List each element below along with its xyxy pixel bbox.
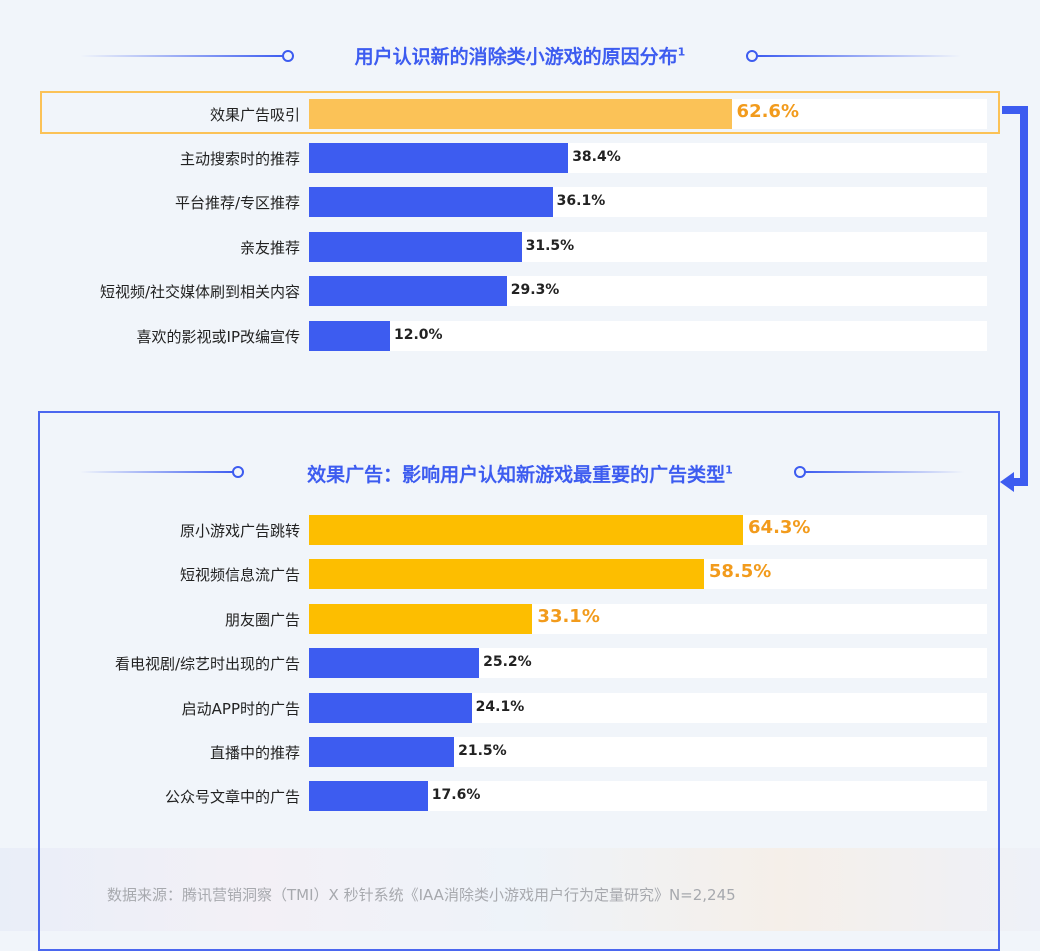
connector-arrow xyxy=(1012,478,1028,486)
value-label: 29.3% xyxy=(510,282,560,298)
bar-row: 主动搜索时的推荐 38.4% xyxy=(0,143,1040,173)
bar xyxy=(309,781,428,811)
category-label: 短视频/社交媒体刷到相关内容 xyxy=(99,283,300,301)
bar-row: 公众号文章中的广告 17.6% xyxy=(0,781,1040,811)
bar xyxy=(309,648,480,678)
bar xyxy=(309,276,507,306)
bar xyxy=(309,99,732,129)
value-label: 24.1% xyxy=(475,699,525,715)
bar xyxy=(309,321,390,351)
value-label: 58.5% xyxy=(708,561,772,582)
bar xyxy=(309,187,553,217)
bar-row: 短视频/社交媒体刷到相关内容 29.3% xyxy=(0,276,1040,306)
data-source: 数据来源：腾讯营销洞察（TMI）X 秒针系统《IAA消除类小游戏用户行为定量研究… xyxy=(107,886,736,904)
detail-frame xyxy=(38,411,1000,951)
category-label: 看电视剧/综艺时出现的广告 xyxy=(114,655,300,673)
value-label: 17.6% xyxy=(431,787,481,803)
title-decor-line xyxy=(804,471,964,473)
value-label: 62.6% xyxy=(736,101,799,122)
arrow-head-icon xyxy=(1000,472,1014,492)
bar-row: 启动APP时的广告 24.1% xyxy=(0,693,1040,723)
bar xyxy=(309,559,704,589)
category-label: 喜欢的影视或IP改编宣传 xyxy=(136,328,300,346)
title-decor-line xyxy=(80,55,285,57)
bar-row: 短视频信息流广告 58.5% xyxy=(0,559,1040,589)
bar-row: 原小游戏广告跳转 64.3% xyxy=(0,515,1040,545)
chart1-title: 用户认识新的消除类小游戏的原因分布1 xyxy=(354,45,686,68)
value-label: 36.1% xyxy=(556,193,606,209)
connector-arrow xyxy=(1002,106,1028,114)
bar xyxy=(309,604,533,634)
bar-row: 平台推荐/专区推荐 36.1% xyxy=(0,187,1040,217)
category-label: 主动搜索时的推荐 xyxy=(179,150,300,168)
bar xyxy=(309,693,472,723)
bar-row: 朋友圈广告 33.1% xyxy=(0,604,1040,634)
bar-row: 直播中的推荐 21.5% xyxy=(0,737,1040,767)
category-label: 原小游戏广告跳转 xyxy=(179,522,300,540)
bar-row: 喜欢的影视或IP改编宣传 12.0% xyxy=(0,321,1040,351)
category-label: 直播中的推荐 xyxy=(209,744,300,762)
title-decor-dot xyxy=(282,50,294,62)
value-label: 25.2% xyxy=(483,654,532,670)
title-decor-line xyxy=(756,55,961,57)
category-label: 启动APP时的广告 xyxy=(181,700,300,718)
value-label: 38.4% xyxy=(572,149,621,165)
value-label: 12.0% xyxy=(394,327,443,343)
category-label: 亲友推荐 xyxy=(239,239,300,257)
bar-track xyxy=(309,321,987,351)
value-label: 21.5% xyxy=(458,743,507,759)
category-label: 短视频信息流广告 xyxy=(179,566,300,584)
category-label: 朋友圈广告 xyxy=(224,611,300,629)
chart2-title: 效果广告：影响用户认知新游戏最重要的广告类型1 xyxy=(307,463,733,486)
bar-row: 效果广告吸引 62.6% xyxy=(0,99,1040,129)
category-label: 平台推荐/专区推荐 xyxy=(174,194,300,212)
bar-row: 看电视剧/综艺时出现的广告 25.2% xyxy=(0,648,1040,678)
bar xyxy=(309,143,569,173)
title-decor-line xyxy=(80,471,235,473)
category-label: 公众号文章中的广告 xyxy=(164,788,300,806)
bar xyxy=(309,737,455,767)
connector-arrow xyxy=(1020,106,1028,486)
bar xyxy=(309,232,522,262)
value-label: 33.1% xyxy=(537,606,600,627)
bar xyxy=(309,515,744,545)
value-label: 31.5% xyxy=(525,238,575,254)
highlight-frame xyxy=(40,91,1000,134)
title-decor-dot xyxy=(232,466,244,478)
category-label: 效果广告吸引 xyxy=(209,106,300,124)
background-art xyxy=(0,848,1040,931)
value-label: 64.3% xyxy=(748,517,811,538)
bar-row: 亲友推荐 31.5% xyxy=(0,232,1040,262)
